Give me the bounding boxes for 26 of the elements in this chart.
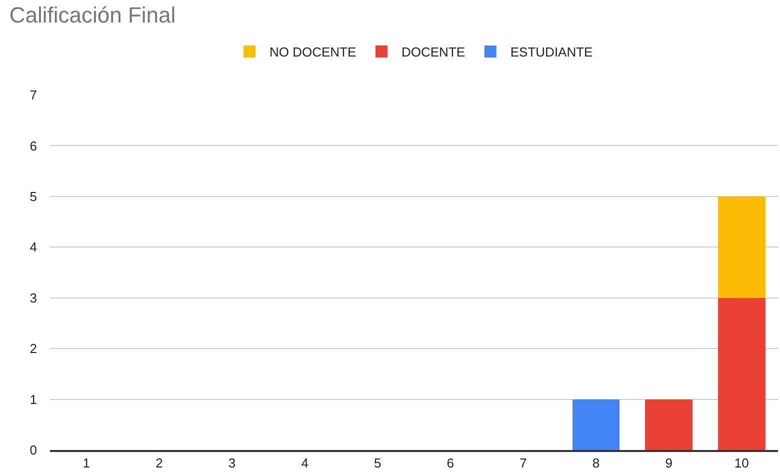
x-tick-label: 1 — [82, 455, 90, 470]
bar — [718, 298, 766, 450]
y-tick-label: 2 — [30, 341, 37, 356]
y-tick-label: 6 — [30, 138, 37, 154]
x-tick-label: 6 — [446, 455, 454, 470]
bar — [572, 399, 620, 450]
y-tick-label: 5 — [30, 188, 37, 204]
y-tick-label: 1 — [30, 392, 37, 407]
x-tick-label: 5 — [374, 455, 382, 470]
y-tick-label: 3 — [30, 290, 37, 306]
chart-title: Calificación Final — [9, 2, 176, 28]
y-tick-label: 4 — [30, 240, 37, 255]
x-tick-label: 7 — [520, 455, 527, 470]
x-tick-label: 4 — [301, 455, 308, 470]
x-tick-label: 8 — [592, 455, 600, 470]
x-tick-label: 3 — [228, 455, 236, 470]
bar — [718, 196, 766, 298]
y-tick-label: 7 — [30, 88, 37, 103]
x-tick-label: 9 — [665, 455, 672, 470]
legend-label: DOCENTE — [402, 44, 466, 60]
bar — [645, 399, 692, 450]
legend-label: ESTUDIANTE — [510, 44, 594, 60]
legend-label: NO DOCENTE — [270, 44, 356, 60]
x-tick-label: 10 — [734, 455, 749, 470]
x-tick-label: 2 — [156, 455, 163, 470]
y-tick-label: 0 — [30, 442, 37, 458]
